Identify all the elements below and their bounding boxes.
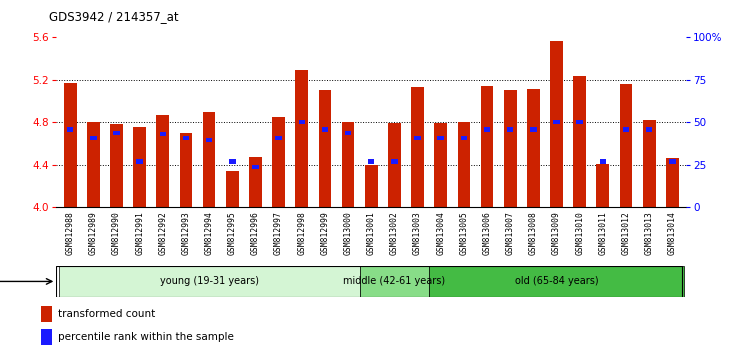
Bar [620, 84, 632, 207]
Bar [434, 123, 447, 207]
Bar [64, 83, 76, 207]
Text: GSM812988: GSM812988 [66, 212, 75, 256]
Bar [458, 122, 470, 207]
Bar [272, 117, 285, 207]
Text: GSM813003: GSM813003 [413, 212, 422, 256]
Text: GSM812998: GSM812998 [297, 212, 306, 256]
Bar [411, 87, 424, 207]
Text: GSM813011: GSM813011 [598, 212, 608, 256]
Bar [113, 131, 120, 135]
Text: young (19-31 years): young (19-31 years) [160, 276, 259, 286]
Text: GSM813013: GSM813013 [645, 212, 654, 256]
Bar [437, 136, 444, 140]
Bar [322, 127, 328, 132]
Bar [41, 306, 52, 321]
Bar [136, 159, 142, 164]
Bar [58, 266, 360, 297]
Text: GSM813010: GSM813010 [575, 212, 584, 256]
Bar [573, 76, 586, 207]
Text: GSM812990: GSM812990 [112, 212, 121, 256]
Text: GSM813005: GSM813005 [460, 212, 469, 256]
Text: GSM813009: GSM813009 [552, 212, 561, 256]
Bar [157, 115, 170, 207]
Text: GSM812995: GSM812995 [228, 212, 237, 256]
Text: GSM813004: GSM813004 [436, 212, 445, 256]
Bar [342, 122, 355, 207]
Bar [646, 127, 652, 132]
Bar [345, 131, 351, 135]
Text: GSM812993: GSM812993 [182, 212, 190, 256]
Bar [110, 124, 123, 207]
Bar [365, 165, 377, 207]
Bar [296, 70, 308, 207]
Text: GSM813008: GSM813008 [529, 212, 538, 256]
Text: middle (42-61 years): middle (42-61 years) [344, 276, 446, 286]
Bar [460, 136, 467, 140]
Bar [530, 127, 536, 132]
Bar [484, 127, 490, 132]
Bar [507, 127, 514, 132]
Bar [179, 133, 192, 207]
Bar [669, 159, 676, 164]
Text: GSM813000: GSM813000 [344, 212, 352, 256]
Text: GSM813014: GSM813014 [668, 212, 676, 256]
Bar [599, 159, 606, 164]
Bar [527, 89, 540, 207]
Bar [41, 329, 52, 345]
Text: GSM812997: GSM812997 [274, 212, 283, 256]
Bar [275, 136, 282, 140]
Text: old (65-84 years): old (65-84 years) [514, 276, 598, 286]
Text: GSM813012: GSM813012 [622, 212, 631, 256]
Text: percentile rank within the sample: percentile rank within the sample [58, 332, 234, 342]
Bar [252, 165, 259, 169]
Bar [160, 132, 166, 136]
Bar [429, 266, 684, 297]
Text: GSM812996: GSM812996 [251, 212, 260, 256]
Text: GSM812991: GSM812991 [135, 212, 144, 256]
Bar [388, 123, 400, 207]
Bar [229, 159, 236, 164]
Text: GSM812994: GSM812994 [205, 212, 214, 256]
Bar [206, 138, 212, 142]
Bar [202, 112, 215, 207]
Bar [504, 90, 517, 207]
Bar [643, 120, 656, 207]
Text: GSM812989: GSM812989 [88, 212, 98, 256]
Bar [226, 171, 238, 207]
Text: GSM813007: GSM813007 [506, 212, 515, 256]
Bar [481, 86, 494, 207]
Bar [249, 157, 262, 207]
Text: GSM813006: GSM813006 [482, 212, 491, 256]
Bar [134, 127, 146, 207]
Bar [298, 120, 305, 124]
Text: GSM813002: GSM813002 [390, 212, 399, 256]
Bar [87, 122, 100, 207]
Bar [666, 158, 679, 207]
Bar [392, 159, 398, 164]
Bar [360, 266, 429, 297]
Bar [319, 90, 332, 207]
Bar [577, 120, 583, 124]
Text: transformed count: transformed count [58, 309, 155, 319]
Text: GDS3942 / 214357_at: GDS3942 / 214357_at [49, 10, 178, 23]
Bar [67, 127, 74, 132]
Text: GSM812992: GSM812992 [158, 212, 167, 256]
Bar [183, 136, 189, 140]
Text: GSM813001: GSM813001 [367, 212, 376, 256]
Bar [550, 41, 563, 207]
Bar [414, 136, 421, 140]
Text: GSM812999: GSM812999 [320, 212, 329, 256]
Bar [90, 136, 97, 140]
Bar [622, 127, 629, 132]
Bar [554, 120, 560, 124]
Bar [596, 164, 609, 207]
Bar [368, 159, 374, 164]
